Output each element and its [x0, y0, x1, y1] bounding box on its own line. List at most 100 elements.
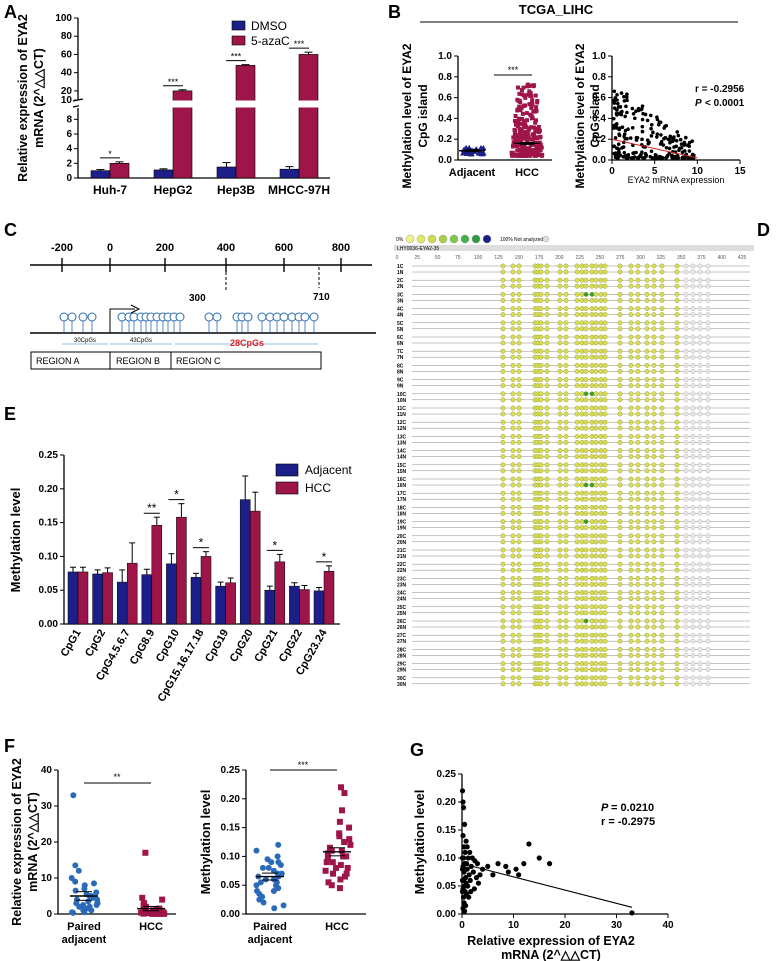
panel-d-cpg-dot [516, 667, 522, 672]
panel-d-cpg-dot [617, 618, 623, 624]
panel-d-cpg-dot [516, 277, 522, 283]
panel-d-cpg-dot [690, 675, 696, 681]
panel-e-bar-adjacent [289, 585, 300, 625]
panel-b2-ytick-label: 0.4 [592, 113, 606, 124]
panel-b-title: TCGA_LIHC [519, 2, 594, 17]
panel-d-cpg-dot [510, 433, 516, 439]
panel-d-cpg-dot [544, 519, 550, 524]
panel-d-cpg-dot [617, 354, 623, 360]
panel-d-cpg-dot [690, 482, 696, 488]
panel-label-g: G [410, 740, 424, 760]
panel-d-cpg-dot [516, 647, 522, 652]
panel-g-fit-line [461, 863, 633, 908]
panel-b2-xtick-label: 0 [609, 166, 615, 177]
panel-d-cpg-dot [697, 468, 703, 474]
panel-d-cpg-dot [589, 348, 595, 354]
panel-d-cpg-dot [544, 618, 550, 624]
panel-d-cpg-dot [557, 561, 563, 567]
panel-g-point [459, 855, 466, 861]
panel-g-point [466, 872, 472, 878]
panel-b1-point-hcc [515, 144, 520, 149]
panel-d-cpg-dot [500, 368, 506, 374]
panel-c-count-a: 30CpGs [74, 338, 96, 344]
panel-d-cpg-dot [628, 638, 634, 644]
panel-d-cpg-dot [617, 496, 623, 502]
panel-d-cpg-dot [598, 354, 604, 360]
panel-d-cpg-dot [598, 306, 604, 311]
panel-b2-point [614, 111, 619, 116]
panel-d-cpg-dot [651, 283, 657, 289]
panel-d-cpg-dot [579, 468, 585, 474]
panel-d-cpg-dot [674, 604, 680, 610]
panel-d-cpg-dot [628, 604, 634, 610]
panel-d-cpg-dot [579, 277, 585, 283]
panel-d-cpg-dot [516, 604, 522, 610]
panel-d-cpg-dot [651, 326, 657, 332]
panel-d-cpg-dot [510, 675, 516, 681]
panel-f2-point-hcc [333, 864, 340, 871]
panel-d-row-label: 1C [397, 264, 404, 270]
panel-d-cpg-dot [557, 482, 563, 488]
panel-b2-point [612, 98, 616, 103]
panel-d-cpg-dot [500, 312, 506, 317]
panel-g-point [468, 889, 474, 895]
panel-d-cpg-dot [697, 638, 703, 644]
panel-e-ytick-label: 0.15 [39, 518, 59, 529]
panel-d-cpg-dot [593, 334, 599, 340]
panel-g-r-value: r = -0.2975 [601, 816, 655, 828]
panel-d-cpg-dot [500, 297, 506, 303]
panel-d-cpg-dot [538, 519, 544, 524]
panel-b1-point-hcc [525, 139, 530, 144]
panel-d-cpg-dot [697, 482, 703, 488]
panel-c-scale-label: 0 [107, 242, 113, 254]
panel-d-cpg-dot [690, 653, 696, 658]
panel-d-cpg-dot [589, 681, 595, 687]
panel-g-point [503, 863, 509, 870]
panel-d-cpg-dot [563, 411, 569, 417]
panel-d-cpg-dot [557, 468, 563, 474]
panel-d-cpg-dot [690, 681, 696, 687]
panel-d-cpg-dot [544, 377, 550, 382]
panel-d-cpg-dot [598, 297, 604, 303]
panel-d-cpg-dot [674, 454, 680, 459]
panel-d-cpg-dot [538, 539, 544, 545]
panel-d-cpg-dot [651, 297, 657, 303]
panel-d-cpg-dot [598, 334, 604, 340]
panel-d-legend-dot [471, 234, 481, 244]
panel-d-cpg-dot [644, 519, 650, 524]
panel-d-row-label: 15C [397, 463, 407, 469]
panel-d-cpg-dot [635, 582, 641, 587]
panel-b1-ytick-label: 1.0 [438, 51, 452, 62]
panel-d-cpg-dot [697, 653, 703, 658]
panel-d-cpg-dot [617, 368, 623, 374]
panel-d-cpg-dot [598, 511, 604, 516]
panel-b1-point-hcc [534, 144, 539, 149]
panel-d-cpg-dot [538, 511, 544, 516]
panel-d-cpg-dot [635, 632, 641, 638]
panel-d-cpg-dot [574, 511, 580, 516]
panel-d-cpg-dot [598, 326, 604, 332]
panel-b1-point-hcc [515, 153, 520, 158]
panel-e-bar-adjacent [116, 581, 128, 625]
panel-d-cpg-dot [683, 638, 689, 644]
panel-d-cpg-dot [510, 425, 516, 431]
panel-d-cpg-dot [598, 397, 604, 403]
panel-d-cpg-dot [583, 533, 589, 539]
panel-d-cpg-dot [705, 263, 711, 269]
panel-b1-point-hcc [533, 109, 538, 114]
panel-b1-point-hcc [517, 91, 522, 96]
panel-d-cpg-dot [516, 263, 522, 269]
panel-d-cpg-dot [574, 362, 580, 368]
panel-d-row-label: 19C [397, 520, 407, 526]
panel-d-cpg-dot [544, 476, 550, 482]
panel-e-bar-adjacent [92, 573, 103, 625]
panel-d-cpg-dot [659, 567, 665, 573]
panel-e-ylabel: Methylation level [8, 488, 23, 593]
panel-a-bar-5azac [298, 54, 319, 179]
panel-d-cpg-dot [683, 647, 689, 652]
panel-b2-point [645, 138, 650, 142]
panel-d-scale-label: 75 [455, 255, 461, 261]
panel-d-cpg-dot [659, 482, 665, 488]
panel-d-cpg-dot [563, 312, 569, 317]
panel-d-cpg-dot [674, 405, 680, 411]
